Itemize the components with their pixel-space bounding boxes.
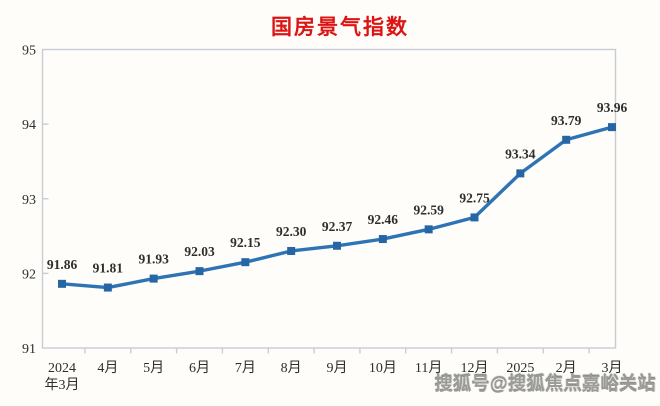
chart-title: 国房景气指数 [271,16,409,39]
data-point-marker [103,283,112,292]
x-axis-label: 2月 [556,360,577,376]
data-point-label: 92.03 [184,244,215,259]
y-axis-label: 94 [22,118,36,133]
data-point-marker [378,235,387,244]
y-axis-label: 92 [22,267,36,282]
data-point-label: 93.34 [505,146,536,161]
x-axis-label: 11月 [415,360,442,376]
data-point-label: 92.15 [230,235,261,250]
data-point-marker [287,246,296,255]
data-point-marker [58,279,66,288]
watermark-sohu: 搜狐号@搜狐焦点嘉峪关站 [434,374,656,394]
data-point-marker [516,169,525,178]
data-point-marker [470,213,479,222]
y-axis-label: 95 [22,44,36,59]
x-axis-label: 9月 [327,360,348,376]
data-point-label: 92.75 [459,190,490,205]
data-point-marker [241,258,250,267]
data-point-label: 92.37 [322,219,353,234]
y-axis-label: 91 [22,342,36,357]
x-axis-label: 3月 [602,360,623,376]
data-point-marker [333,241,341,250]
x-axis-label: 4月 [97,360,118,376]
data-point-marker [608,123,616,132]
x-axis-label: 10月 [369,360,397,376]
x-axis-label: 5月 [143,360,164,376]
data-point-marker [424,225,433,234]
x-axis-label: 7月 [235,360,256,376]
data-point-label: 92.30 [276,224,307,239]
x-axis-label: 2025 [506,361,534,376]
data-point-label: 93.79 [551,113,582,128]
data-point-marker [195,267,204,276]
data-point-marker [149,274,158,283]
data-point-label: 91.93 [138,252,169,267]
x-axis-label: 8月 [281,360,302,376]
data-point-label: 93.96 [597,100,628,115]
x-axis-label: 2024 [48,361,76,376]
data-point-label: 91.81 [93,261,124,276]
x-axis-label: 12月 [461,360,489,376]
data-point-label: 91.86 [47,257,78,272]
data-point-label: 92.46 [368,212,399,227]
x-axis-label: 年3月 [45,377,80,393]
data-point-label: 92.59 [413,202,444,217]
data-point-marker [562,135,571,144]
x-axis-label: 6月 [189,360,210,376]
plot-border [41,48,617,349]
y-axis-label: 93 [22,193,36,208]
